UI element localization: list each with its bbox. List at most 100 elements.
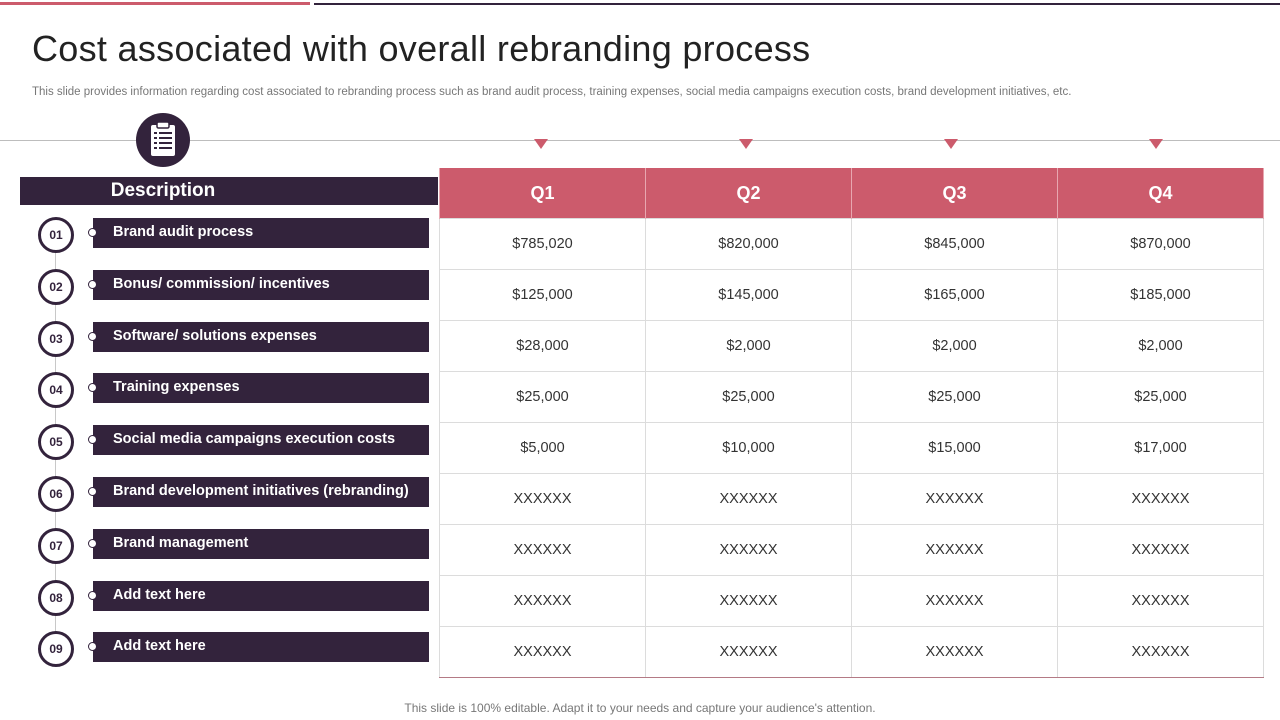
quarter-marker-icon [534, 139, 548, 149]
slide-subtitle: This slide provides information regardin… [32, 86, 1072, 98]
connector-dot [88, 642, 97, 651]
table-row: XXXXXX XXXXXX XXXXXX XXXXXX [439, 626, 1264, 678]
cost-cell: XXXXXX [439, 575, 646, 627]
quarter-header: Q2 [645, 168, 852, 219]
connector-dot [88, 228, 97, 237]
table-row: $28,000 $2,000 $2,000 $2,000 [439, 320, 1264, 372]
item-number-badge: 09 [38, 631, 74, 667]
description-item: 08 Add text here [0, 580, 440, 620]
item-label-bar: Add text here [93, 581, 429, 611]
cost-cell: XXXXXX [851, 473, 1058, 525]
connector-dot [88, 383, 97, 392]
item-label-bar: Brand audit process [93, 218, 429, 248]
cost-cell: $165,000 [851, 269, 1058, 321]
divider-line [0, 140, 1280, 141]
slide-title: Cost associated with overall rebranding … [32, 28, 811, 69]
slide-footer: This slide is 100% editable. Adapt it to… [404, 701, 876, 715]
clipboard-icon [136, 113, 190, 167]
cost-cell: $870,000 [1057, 218, 1264, 270]
cost-cell: $25,000 [851, 371, 1058, 423]
description-item: 07 Brand management [0, 528, 440, 568]
connector-dot [88, 280, 97, 289]
connector-dot [88, 487, 97, 496]
cost-cell: XXXXXX [645, 524, 852, 576]
connector-dot [88, 539, 97, 548]
cost-cell: XXXXXX [645, 575, 852, 627]
item-label: Brand audit process [113, 224, 254, 240]
cost-cell: $15,000 [851, 422, 1058, 474]
item-label-bar: Brand development initiatives (rebrandin… [93, 477, 429, 507]
cost-cell: XXXXXX [1057, 626, 1264, 678]
description-item: 09 Add text here [0, 631, 440, 671]
cost-cell: XXXXXX [645, 626, 852, 678]
cost-cell: XXXXXX [439, 473, 646, 525]
cost-cell: $2,000 [1057, 320, 1264, 372]
item-label-bar: Social media campaigns execution costs [93, 425, 429, 455]
item-label: Social media campaigns execution costs [113, 431, 396, 447]
connector-dot [88, 435, 97, 444]
cost-cell: $17,000 [1057, 422, 1264, 474]
cost-cell: $2,000 [851, 320, 1058, 372]
cost-cell: $25,000 [645, 371, 852, 423]
description-header-label: Description [110, 180, 216, 201]
table-body: $785,020 $820,000 $845,000 $870,000 $125,000… [439, 218, 1264, 678]
table-row: $125,000 $145,000 $165,000 $185,000 [439, 269, 1264, 321]
quarter-header: Q1 [439, 168, 646, 219]
top-accent-bar [0, 2, 310, 5]
cost-cell: $2,000 [645, 320, 852, 372]
cost-cell: XXXXXX [851, 626, 1058, 678]
cost-cell: $185,000 [1057, 269, 1264, 321]
quarter-marker-icon [739, 139, 753, 149]
item-label-bar: Bonus/ commission/ incentives [93, 270, 429, 300]
item-number-badge: 08 [38, 580, 74, 616]
table-row: XXXXXX XXXXXX XXXXXX XXXXXX [439, 575, 1264, 627]
cost-cell: $820,000 [645, 218, 852, 270]
connector-dot [88, 591, 97, 600]
item-number-badge: 03 [38, 321, 74, 357]
quarter-header: Q4 [1057, 168, 1264, 219]
cost-cell: $25,000 [1057, 371, 1264, 423]
cost-cell: XXXXXX [1057, 524, 1264, 576]
item-label-bar: Software/ solutions expenses [93, 322, 429, 352]
description-item: 02 Bonus/ commission/ incentives [0, 269, 440, 309]
item-label: Brand management [113, 535, 249, 551]
item-number-badge: 04 [38, 372, 74, 408]
cost-cell: $145,000 [645, 269, 852, 321]
description-item: 06 Brand development initiatives (rebrand… [0, 476, 440, 516]
connector-dot [88, 332, 97, 341]
table-row: $5,000 $10,000 $15,000 $17,000 [439, 422, 1264, 474]
table-row: XXXXXX XXXXXX XXXXXX XXXXXX [439, 524, 1264, 576]
cost-cell: XXXXXX [439, 524, 646, 576]
description-header: Description [20, 177, 438, 205]
item-number-badge: 07 [38, 528, 74, 564]
table-row: $25,000 $25,000 $25,000 $25,000 [439, 371, 1264, 423]
cost-cell: XXXXXX [1057, 575, 1264, 627]
item-label-bar: Add text here [93, 632, 429, 662]
cost-cell: XXXXXX [851, 524, 1058, 576]
item-label: Training expenses [113, 379, 240, 395]
item-label-bar: Brand management [93, 529, 429, 559]
item-number-badge: 06 [38, 476, 74, 512]
cost-cell: $28,000 [439, 320, 646, 372]
item-label-bar: Training expenses [93, 373, 429, 403]
cost-cell: XXXXXX [1057, 473, 1264, 525]
cost-cell: $10,000 [645, 422, 852, 474]
item-label: Software/ solutions expenses [113, 328, 317, 344]
cost-cell: XXXXXX [439, 626, 646, 678]
table-header-row: Q1 Q2 Q3 Q4 [439, 168, 1264, 219]
cost-table: Q1 Q2 Q3 Q4 $785,020 $820,000 $845,000 $870,00… [439, 168, 1264, 678]
top-dark-bar [314, 3, 1280, 5]
item-label: Bonus/ commission/ incentives [113, 276, 330, 292]
description-item: 05 Social media campaigns execution costs [0, 424, 440, 464]
item-number-badge: 05 [38, 424, 74, 460]
cost-cell: $125,000 [439, 269, 646, 321]
item-number-badge: 01 [38, 217, 74, 253]
quarter-header: Q3 [851, 168, 1058, 219]
cost-cell: $25,000 [439, 371, 646, 423]
item-label: Add text here [113, 587, 206, 603]
cost-cell: $785,020 [439, 218, 646, 270]
description-item: 03 Software/ solutions expenses [0, 321, 440, 361]
table-row: $785,020 $820,000 $845,000 $870,000 [439, 218, 1264, 270]
table-row: XXXXXX XXXXXX XXXXXX XXXXXX [439, 473, 1264, 525]
cost-cell: XXXXXX [645, 473, 852, 525]
